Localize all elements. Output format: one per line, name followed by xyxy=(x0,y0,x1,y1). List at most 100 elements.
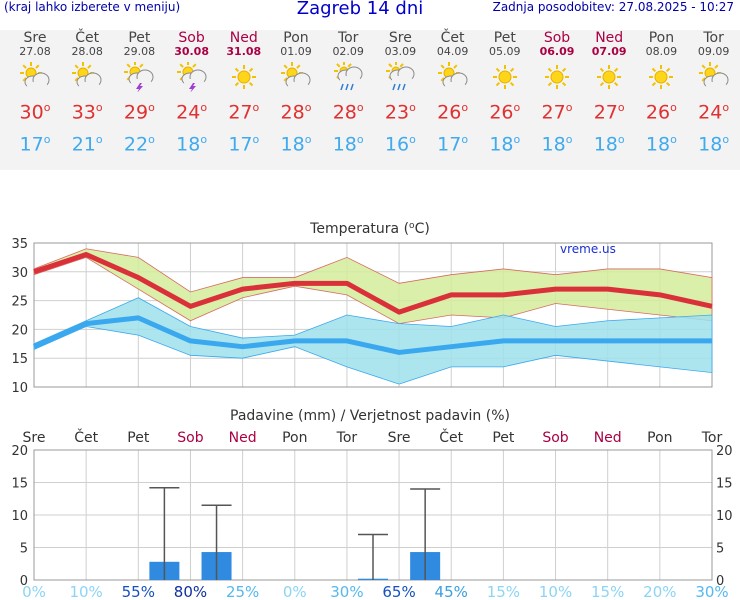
min-temperature-value: 18 xyxy=(176,133,201,156)
precipitation-probability: 10% xyxy=(69,583,102,600)
x-tick-label: Sob xyxy=(177,430,203,446)
watermark: vreme.us xyxy=(560,242,616,256)
precipitation-probability: 25% xyxy=(226,583,259,600)
min-temperature: 18o xyxy=(332,133,364,156)
min-temperature: 18o xyxy=(489,133,521,156)
precipitation-probability: 55% xyxy=(122,583,155,600)
min-temperature-value: 18 xyxy=(645,133,671,156)
min-temperature: 17o xyxy=(228,133,260,156)
max-temperature-value: 26 xyxy=(645,101,671,124)
day-name: Sre xyxy=(388,30,412,46)
partly-cloudy-icon xyxy=(437,62,468,89)
day-date: 28.08 xyxy=(71,45,103,58)
day-date: 09.09 xyxy=(697,45,730,58)
min-temperature-value: 18 xyxy=(698,133,723,156)
max-temperature-value: 24 xyxy=(698,101,723,124)
day-name: Pon xyxy=(648,30,675,46)
max-temperature: 26o xyxy=(489,101,521,124)
max-temperature-value: 26 xyxy=(437,101,462,124)
min-temperature: 21o xyxy=(71,133,103,156)
max-temperature-value: 28 xyxy=(332,101,357,124)
day-date: 02.09 xyxy=(332,45,364,58)
max-temperature-value: 23 xyxy=(384,101,410,124)
min-temperature-value: 22 xyxy=(123,133,149,156)
min-temperature-value: 18 xyxy=(541,133,566,156)
precipitation-chart: Padavine (mm) / Verjetnost padavin (%) Sr… xyxy=(11,408,733,600)
day-name: Pet xyxy=(493,30,516,46)
precipitation-probability: 15% xyxy=(591,583,624,600)
partly-cloudy-icon xyxy=(281,62,311,89)
day-name: Tor xyxy=(703,30,724,46)
day-date: 07.09 xyxy=(591,45,627,58)
temperature-range-band xyxy=(33,297,713,385)
day-column: Sre 03.09 23o 16o xyxy=(374,30,426,156)
y-tick-label: 15 xyxy=(11,477,28,492)
min-temperature-value: 17 xyxy=(19,133,44,156)
x-tick-label: Sre xyxy=(388,430,411,446)
day-name: Ned xyxy=(595,30,624,46)
day-date: 03.09 xyxy=(384,45,417,58)
max-temperature-value: 33 xyxy=(71,101,96,124)
day-name: Sre xyxy=(23,30,47,46)
day-column: Čet 28.08 33o 21o xyxy=(61,30,113,156)
y-tick-label: 15 xyxy=(11,352,28,367)
min-temperature-value: 18 xyxy=(489,133,514,156)
y-tick-label: 10 xyxy=(11,509,28,524)
day-column: Sob 30.08 24o 18o xyxy=(166,30,218,156)
day-date: 04.09 xyxy=(436,45,469,58)
x-tick-label: Čet xyxy=(439,428,463,446)
day-date: 27.08 xyxy=(19,45,51,58)
max-temperature: 27o xyxy=(593,101,625,124)
day-name: Sob xyxy=(543,30,571,46)
precipitation-probability: 30% xyxy=(695,583,728,600)
max-temperature: 24o xyxy=(698,101,730,124)
max-temperature: 23o xyxy=(384,101,416,124)
max-temperature-value: 29 xyxy=(123,101,149,124)
page-title: Zagreb 14 dni xyxy=(296,0,424,19)
x-tick-label: Sob xyxy=(542,430,568,446)
header-left-hint[interactable]: (kraj lahko izberete v meniju) xyxy=(4,0,181,14)
temperature-line xyxy=(33,252,713,315)
day-column: Sob 06.09 27o 18o xyxy=(531,30,583,156)
precipitation-probability: 65% xyxy=(382,583,415,600)
temperature-chart: Temperatura (oC) 10 15 20 25 30 35 vreme.us xyxy=(11,221,713,395)
partly-cloudy-icon xyxy=(72,62,102,89)
precipitation-probability: 80% xyxy=(174,583,207,600)
day-column: Pet 05.09 26o 18o xyxy=(479,30,531,156)
max-temperature-value: 27 xyxy=(541,101,566,124)
day-name: Čet xyxy=(440,30,465,46)
day-column: Tor 09.09 24o 18o xyxy=(688,30,740,156)
day-date: 31.08 xyxy=(226,45,262,58)
sun-icon xyxy=(649,65,674,89)
day-column: Pon 08.09 26o 18o xyxy=(635,30,687,156)
max-temperature-value: 27 xyxy=(593,101,618,124)
y-tick-label: 30 xyxy=(11,266,28,281)
day-name: Ned xyxy=(229,30,258,46)
partly-cloudy-icon xyxy=(698,62,729,89)
day-column: Tor 02.09 28o 18o xyxy=(322,30,374,156)
precipitation-probability: 45% xyxy=(435,583,468,600)
min-temperature: 18o xyxy=(698,133,730,156)
day-date: 06.09 xyxy=(539,45,575,58)
max-temperature-value: 26 xyxy=(489,101,514,124)
y-tick-label: 25 xyxy=(11,295,28,310)
y-tick-label-right: 15 xyxy=(716,477,733,492)
x-tick-label: Pon xyxy=(282,430,307,446)
x-tick-label: Ned xyxy=(594,430,622,446)
precipitation-probability: 0% xyxy=(22,583,46,600)
day-date: 29.08 xyxy=(123,45,156,58)
precipitation-probability: 30% xyxy=(330,583,363,600)
precipitation-probability: 0% xyxy=(283,583,307,600)
y-tick-label-right: 10 xyxy=(716,509,733,524)
max-temperature: 30o xyxy=(19,101,51,124)
min-temperature-value: 17 xyxy=(437,133,462,156)
min-temperature-value: 18 xyxy=(593,133,618,156)
max-temperature: 33o xyxy=(71,101,103,124)
day-name: Tor xyxy=(337,30,359,46)
last-update: Zadnja posodobitev: 27.08.2025 - 10:27 xyxy=(492,0,734,14)
day-name: Sob xyxy=(178,30,205,46)
x-tick-label: Ned xyxy=(229,430,257,446)
day-column: Pet 29.08 29o 22o xyxy=(113,30,165,156)
y-tick-label: 35 xyxy=(11,237,28,252)
y-tick-label: 20 xyxy=(11,323,28,338)
